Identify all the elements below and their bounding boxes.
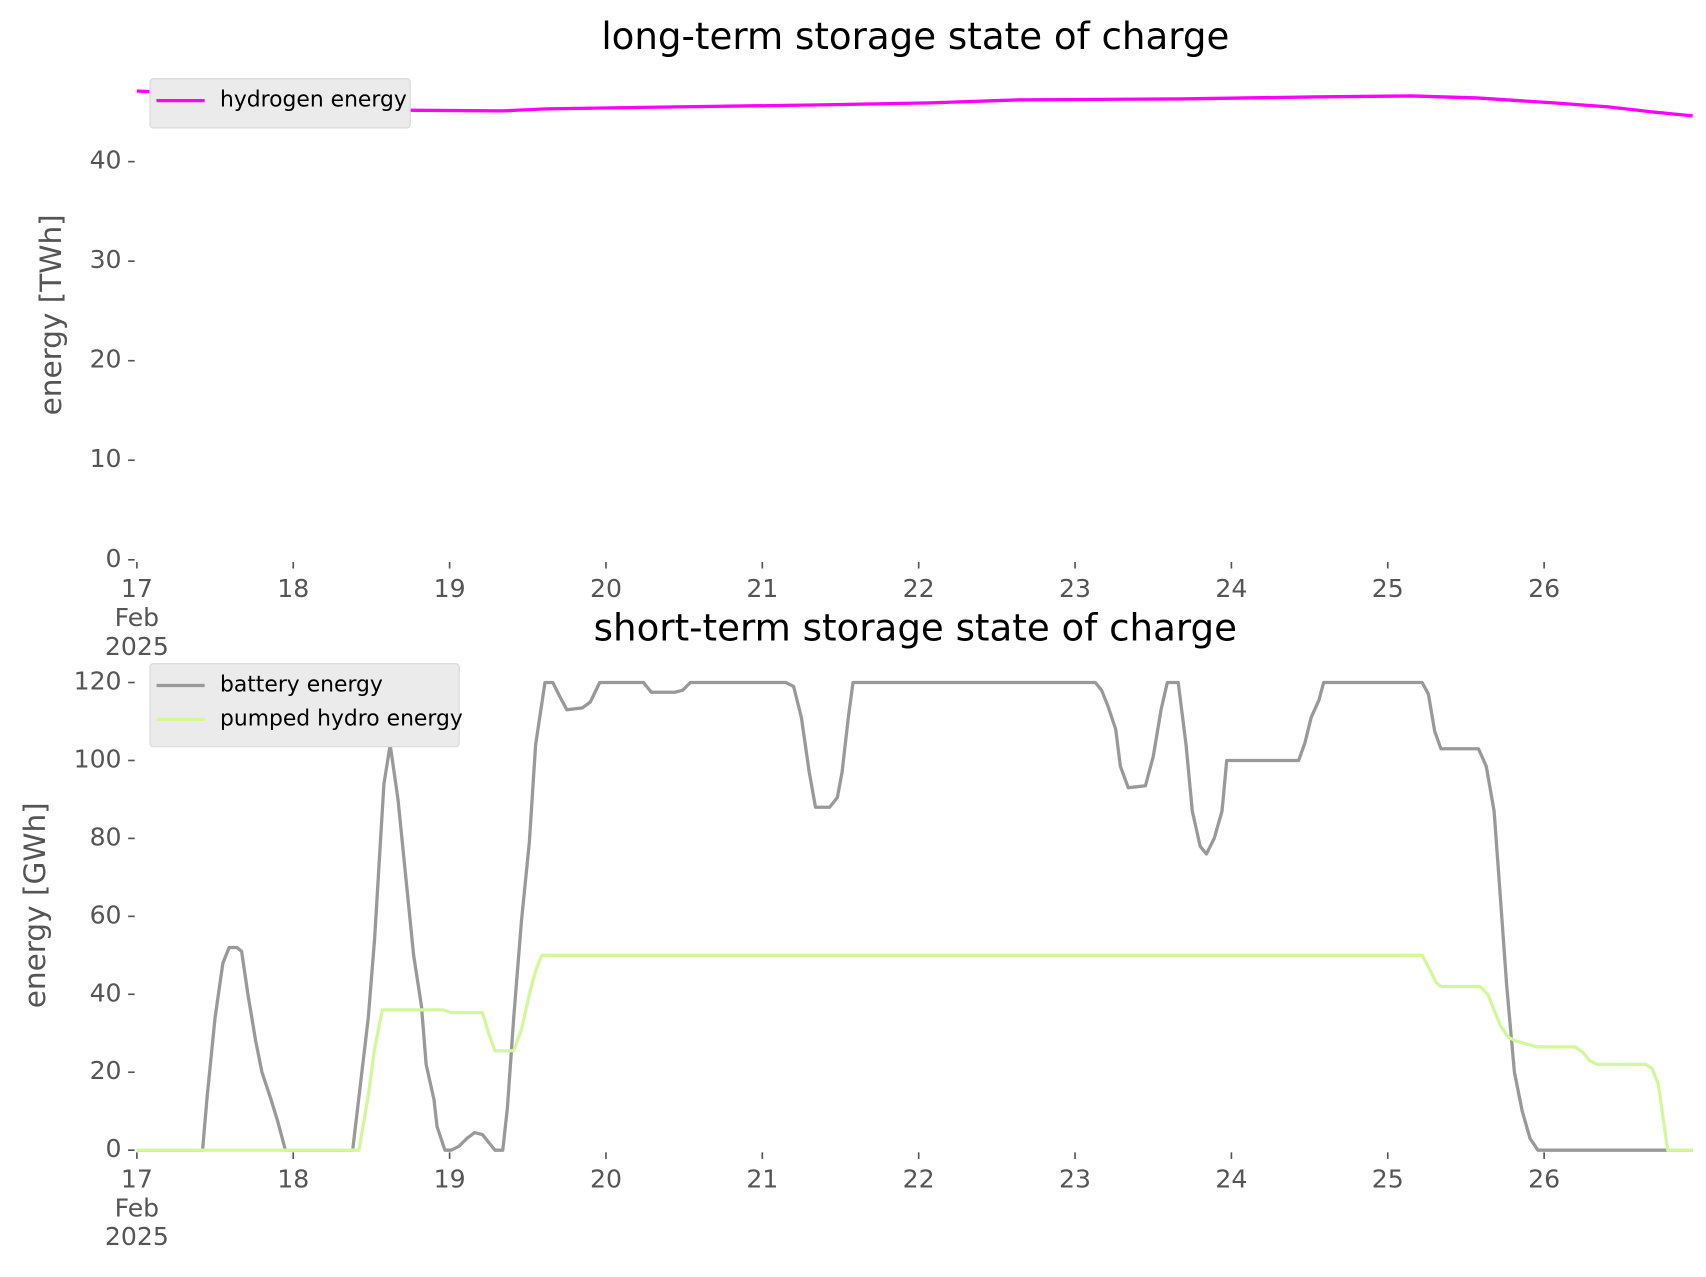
legend-box — [149, 78, 411, 129]
x-tick-label: 20 — [590, 574, 622, 603]
x-tick-label: 21 — [746, 1164, 778, 1193]
y-axis-label: energy [TWh] — [34, 214, 68, 415]
y-tick-label: 80 — [90, 822, 122, 851]
x-tick-label: 22 — [903, 1164, 935, 1193]
y-tick-label: 120 — [74, 667, 122, 696]
x-tick-label: 23 — [1059, 1164, 1091, 1193]
y-tick-label: 20 — [90, 345, 122, 374]
y-tick-label: 0 — [106, 1134, 122, 1163]
legend-label: battery energy — [220, 673, 383, 698]
x-tick-label: 19 — [434, 574, 466, 603]
x-tick-label: 18 — [277, 574, 309, 603]
x-tick-label: 21 — [746, 574, 778, 603]
x-tick-label: 18 — [277, 1164, 309, 1193]
legend-label: pumped hydro energy — [220, 706, 463, 731]
x-tick-label: 22 — [903, 574, 935, 603]
y-tick-label: 30 — [90, 245, 122, 274]
x-tick-label: 24 — [1215, 574, 1247, 603]
y-tick-label: 40 — [90, 146, 122, 175]
legend-box — [149, 663, 460, 748]
chart-title: short-term storage state of charge — [594, 605, 1237, 649]
x-tick-label: 26 — [1528, 1164, 1560, 1193]
data-line — [136, 680, 1693, 1152]
legend: battery energy pumped hydro energy — [149, 663, 463, 748]
chart-title: long-term storage state of charge — [601, 14, 1229, 58]
y-tick-label: 0 — [106, 544, 122, 573]
y-tick-label: 60 — [90, 900, 122, 929]
y-tick-label: 100 — [74, 744, 122, 773]
x-tick-label: 25 — [1372, 574, 1404, 603]
x-tick-label: 17 Feb 2025 — [105, 1164, 169, 1251]
y-axis-label: energy [GWh] — [18, 802, 52, 1008]
y-tick-label: 40 — [90, 978, 122, 1007]
x-tick-label: 23 — [1059, 574, 1091, 603]
x-tick-label: 17 Feb 2025 — [105, 574, 169, 661]
legend-label: hydrogen energy — [220, 88, 407, 113]
x-tick-label: 25 — [1372, 1164, 1404, 1193]
x-tick-label: 24 — [1215, 1164, 1247, 1193]
x-tick-label: 20 — [590, 1164, 622, 1193]
y-tick-label: 20 — [90, 1056, 122, 1085]
data-line — [136, 953, 1693, 1152]
legend: hydrogen energy — [149, 78, 411, 129]
x-tick-label: 19 — [434, 1164, 466, 1193]
y-tick-label: 10 — [90, 444, 122, 473]
x-tick-label: 26 — [1528, 574, 1560, 603]
